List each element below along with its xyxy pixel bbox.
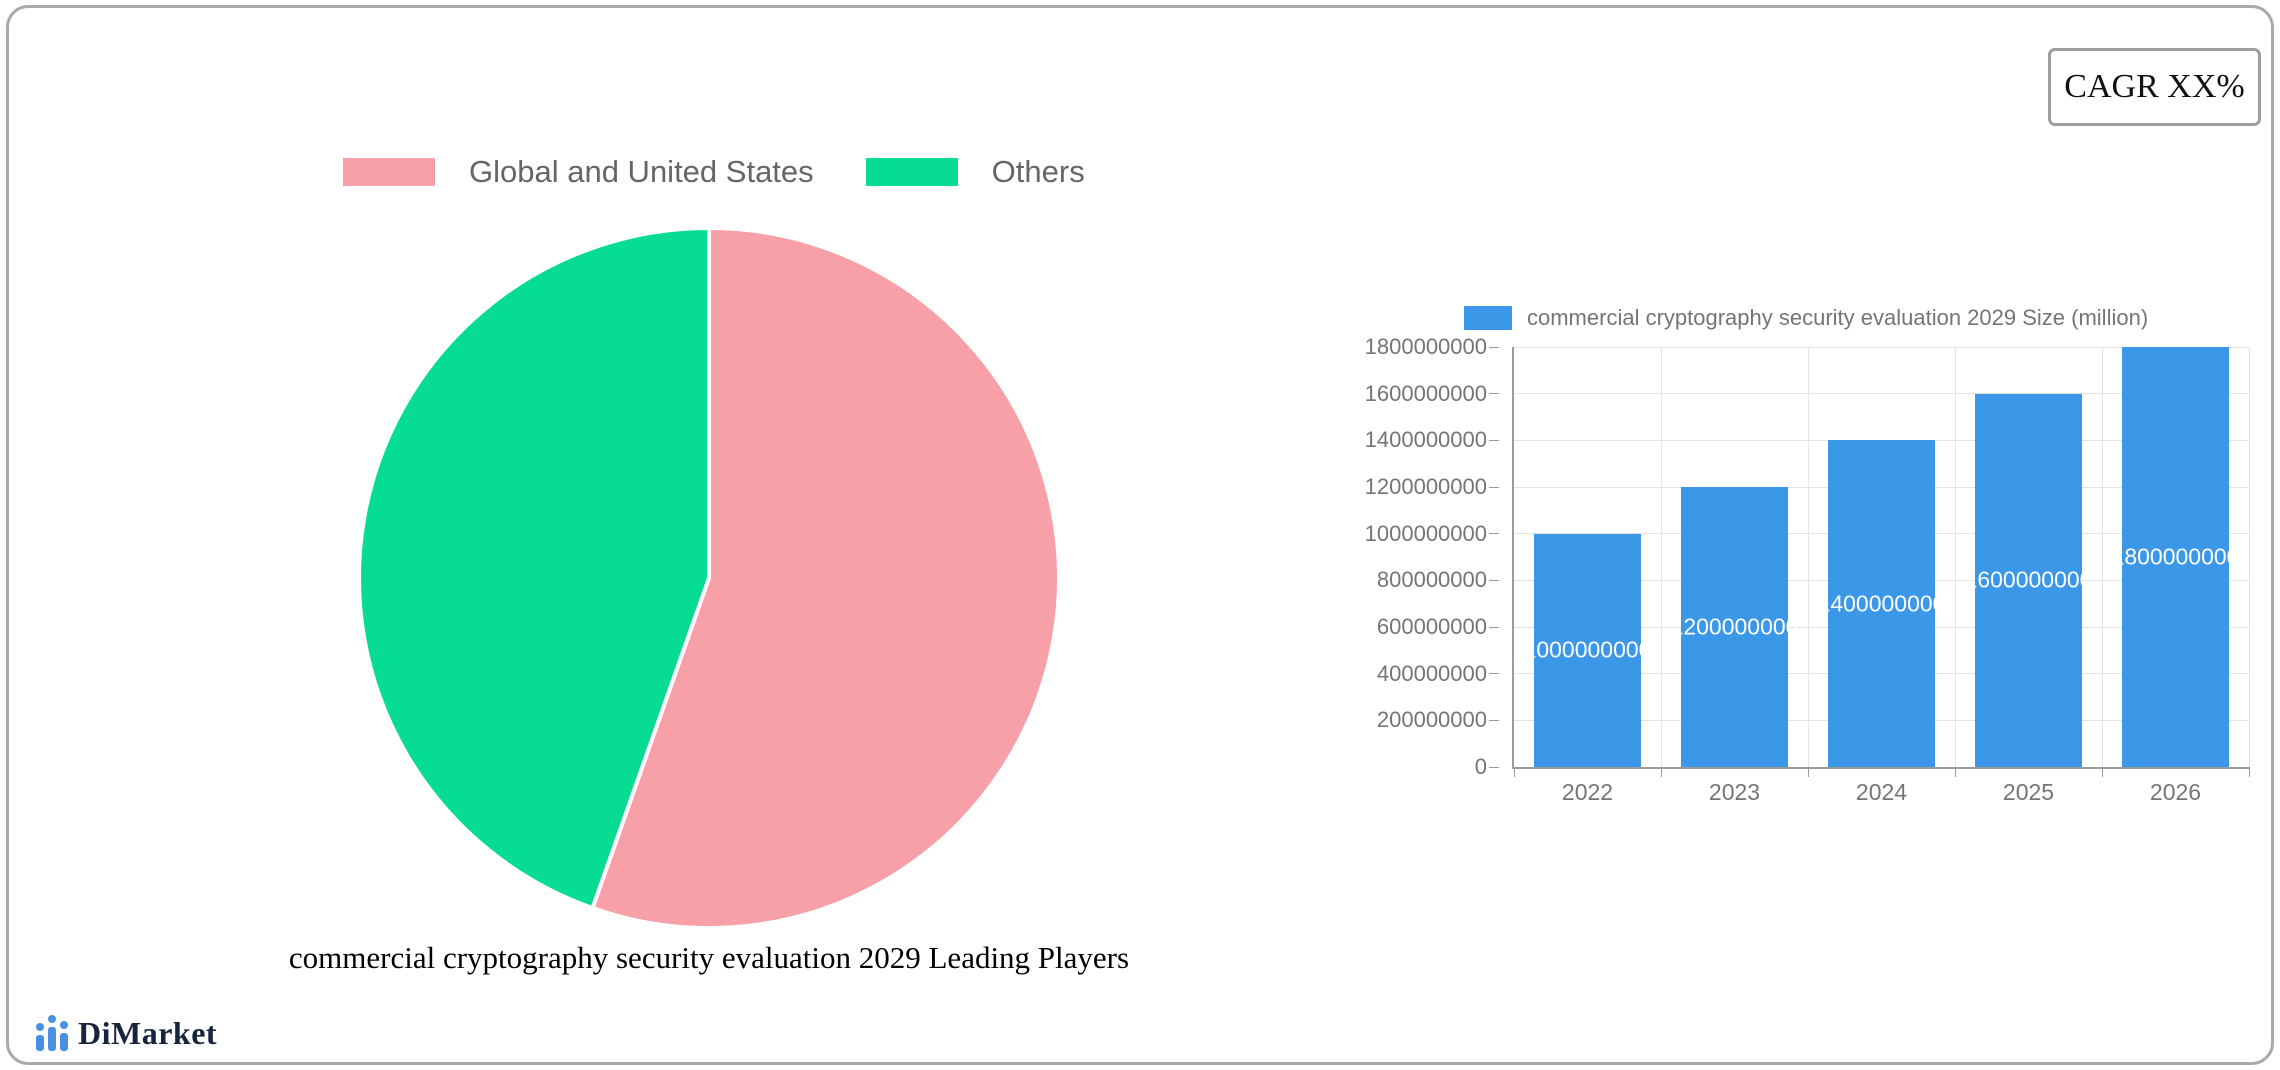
pie-legend: Global and United States Others — [343, 154, 1085, 190]
x-axis-tick — [1660, 767, 1662, 777]
report-card: CAGR XX% Global and United States Others… — [6, 5, 2274, 1065]
y-tick-label: 200000000 — [1376, 707, 1487, 733]
bar-value-label: 1000000000 — [1523, 636, 1652, 663]
y-tick-mark — [1489, 626, 1499, 628]
y-tick-label: 1000000000 — [1364, 520, 1487, 546]
v-gridline — [2101, 347, 2103, 767]
x-axis-line — [1512, 767, 2249, 769]
x-tick-label: 2022 — [1561, 779, 1614, 805]
pie-legend-item-global-us: Global and United States — [343, 154, 814, 190]
cagr-badge: CAGR XX% — [2048, 48, 2261, 126]
h-gridline — [1514, 346, 2249, 348]
bar-chart-logo-icon — [36, 1015, 68, 1051]
x-tick-label: 2026 — [2149, 779, 2202, 805]
bar-2025 — [1974, 393, 2083, 767]
y-tick-label: 1400000000 — [1364, 427, 1487, 453]
y-tick-label: 800000000 — [1376, 567, 1487, 593]
pie-chart — [355, 224, 1063, 932]
y-tick-mark — [1489, 346, 1499, 348]
bar-value-label: 1400000000 — [1817, 590, 1946, 617]
y-tick-mark — [1489, 486, 1499, 488]
y-axis-line — [1512, 347, 1514, 769]
y-tick-label: 600000000 — [1376, 614, 1487, 639]
bar-value-label: 1600000000 — [1964, 566, 2093, 593]
pie-legend-label-0: Global and United States — [469, 154, 814, 189]
bar-chart-y-axis: 0 200000000 400000000 600000000 800000000 100… — [1339, 334, 1499, 779]
x-tick-label: 2024 — [1855, 779, 1908, 805]
bar-2022 — [1533, 533, 1642, 767]
pie-slice-1 — [357, 226, 711, 911]
x-tick-label: 2025 — [2002, 779, 2055, 805]
y-tick-mark — [1489, 673, 1499, 675]
bar-legend-label: commercial cryptography security evaluat… — [1527, 305, 2149, 330]
bar-value-label: 1800000000 — [2111, 543, 2240, 570]
pie-legend-label-1: Others — [991, 154, 1085, 189]
x-axis-tick — [1513, 767, 1515, 777]
pie-svg — [357, 226, 1061, 930]
v-gridline — [1660, 347, 1662, 767]
bar-2023 — [1680, 487, 1789, 767]
bar-legend-swatch — [1464, 306, 1512, 330]
pie-legend-swatch-0 — [343, 158, 435, 186]
h-gridline — [1514, 393, 2249, 395]
bar-2026 — [2121, 347, 2230, 767]
v-gridline — [1807, 347, 1809, 767]
y-tick-mark — [1489, 393, 1499, 395]
y-tick-label: 0 — [1474, 754, 1487, 779]
y-tick-mark — [1489, 719, 1499, 721]
bar-2024 — [1827, 440, 1936, 767]
cagr-badge-label: CAGR XX% — [2064, 68, 2245, 105]
y-tick-label: 1800000000 — [1364, 334, 1487, 359]
x-axis-tick — [2248, 767, 2250, 777]
bar-legend: commercial cryptography security evaluat… — [1464, 305, 2148, 331]
bar-value-label: 1200000000 — [1670, 613, 1799, 640]
y-tick-mark — [1489, 766, 1499, 768]
x-axis-tick — [1807, 767, 1809, 777]
brand-logo: DiMarket — [35, 1014, 217, 1052]
v-gridline — [2248, 347, 2250, 767]
pie-chart-title: commercial cryptography security evaluat… — [288, 940, 1130, 975]
pie-legend-item-others: Others — [865, 154, 1085, 190]
x-axis-tick — [1954, 767, 1956, 777]
y-tick-label: 400000000 — [1376, 660, 1487, 686]
y-tick-mark — [1489, 579, 1499, 581]
y-tick-label: 1600000000 — [1364, 380, 1487, 406]
v-gridline — [1954, 347, 1956, 767]
x-tick-label: 2023 — [1708, 779, 1761, 805]
x-axis-tick — [2101, 767, 2103, 777]
bar-chart-plot-area: 1000000000 2022 1200000000 2023 1400000000 20… — [1512, 346, 2250, 805]
y-tick-mark — [1489, 533, 1499, 535]
brand-name: DiMarket — [78, 1014, 218, 1051]
y-tick-label: 1200000000 — [1364, 474, 1487, 499]
pie-legend-swatch-1 — [865, 158, 958, 186]
y-tick-mark — [1489, 439, 1499, 441]
